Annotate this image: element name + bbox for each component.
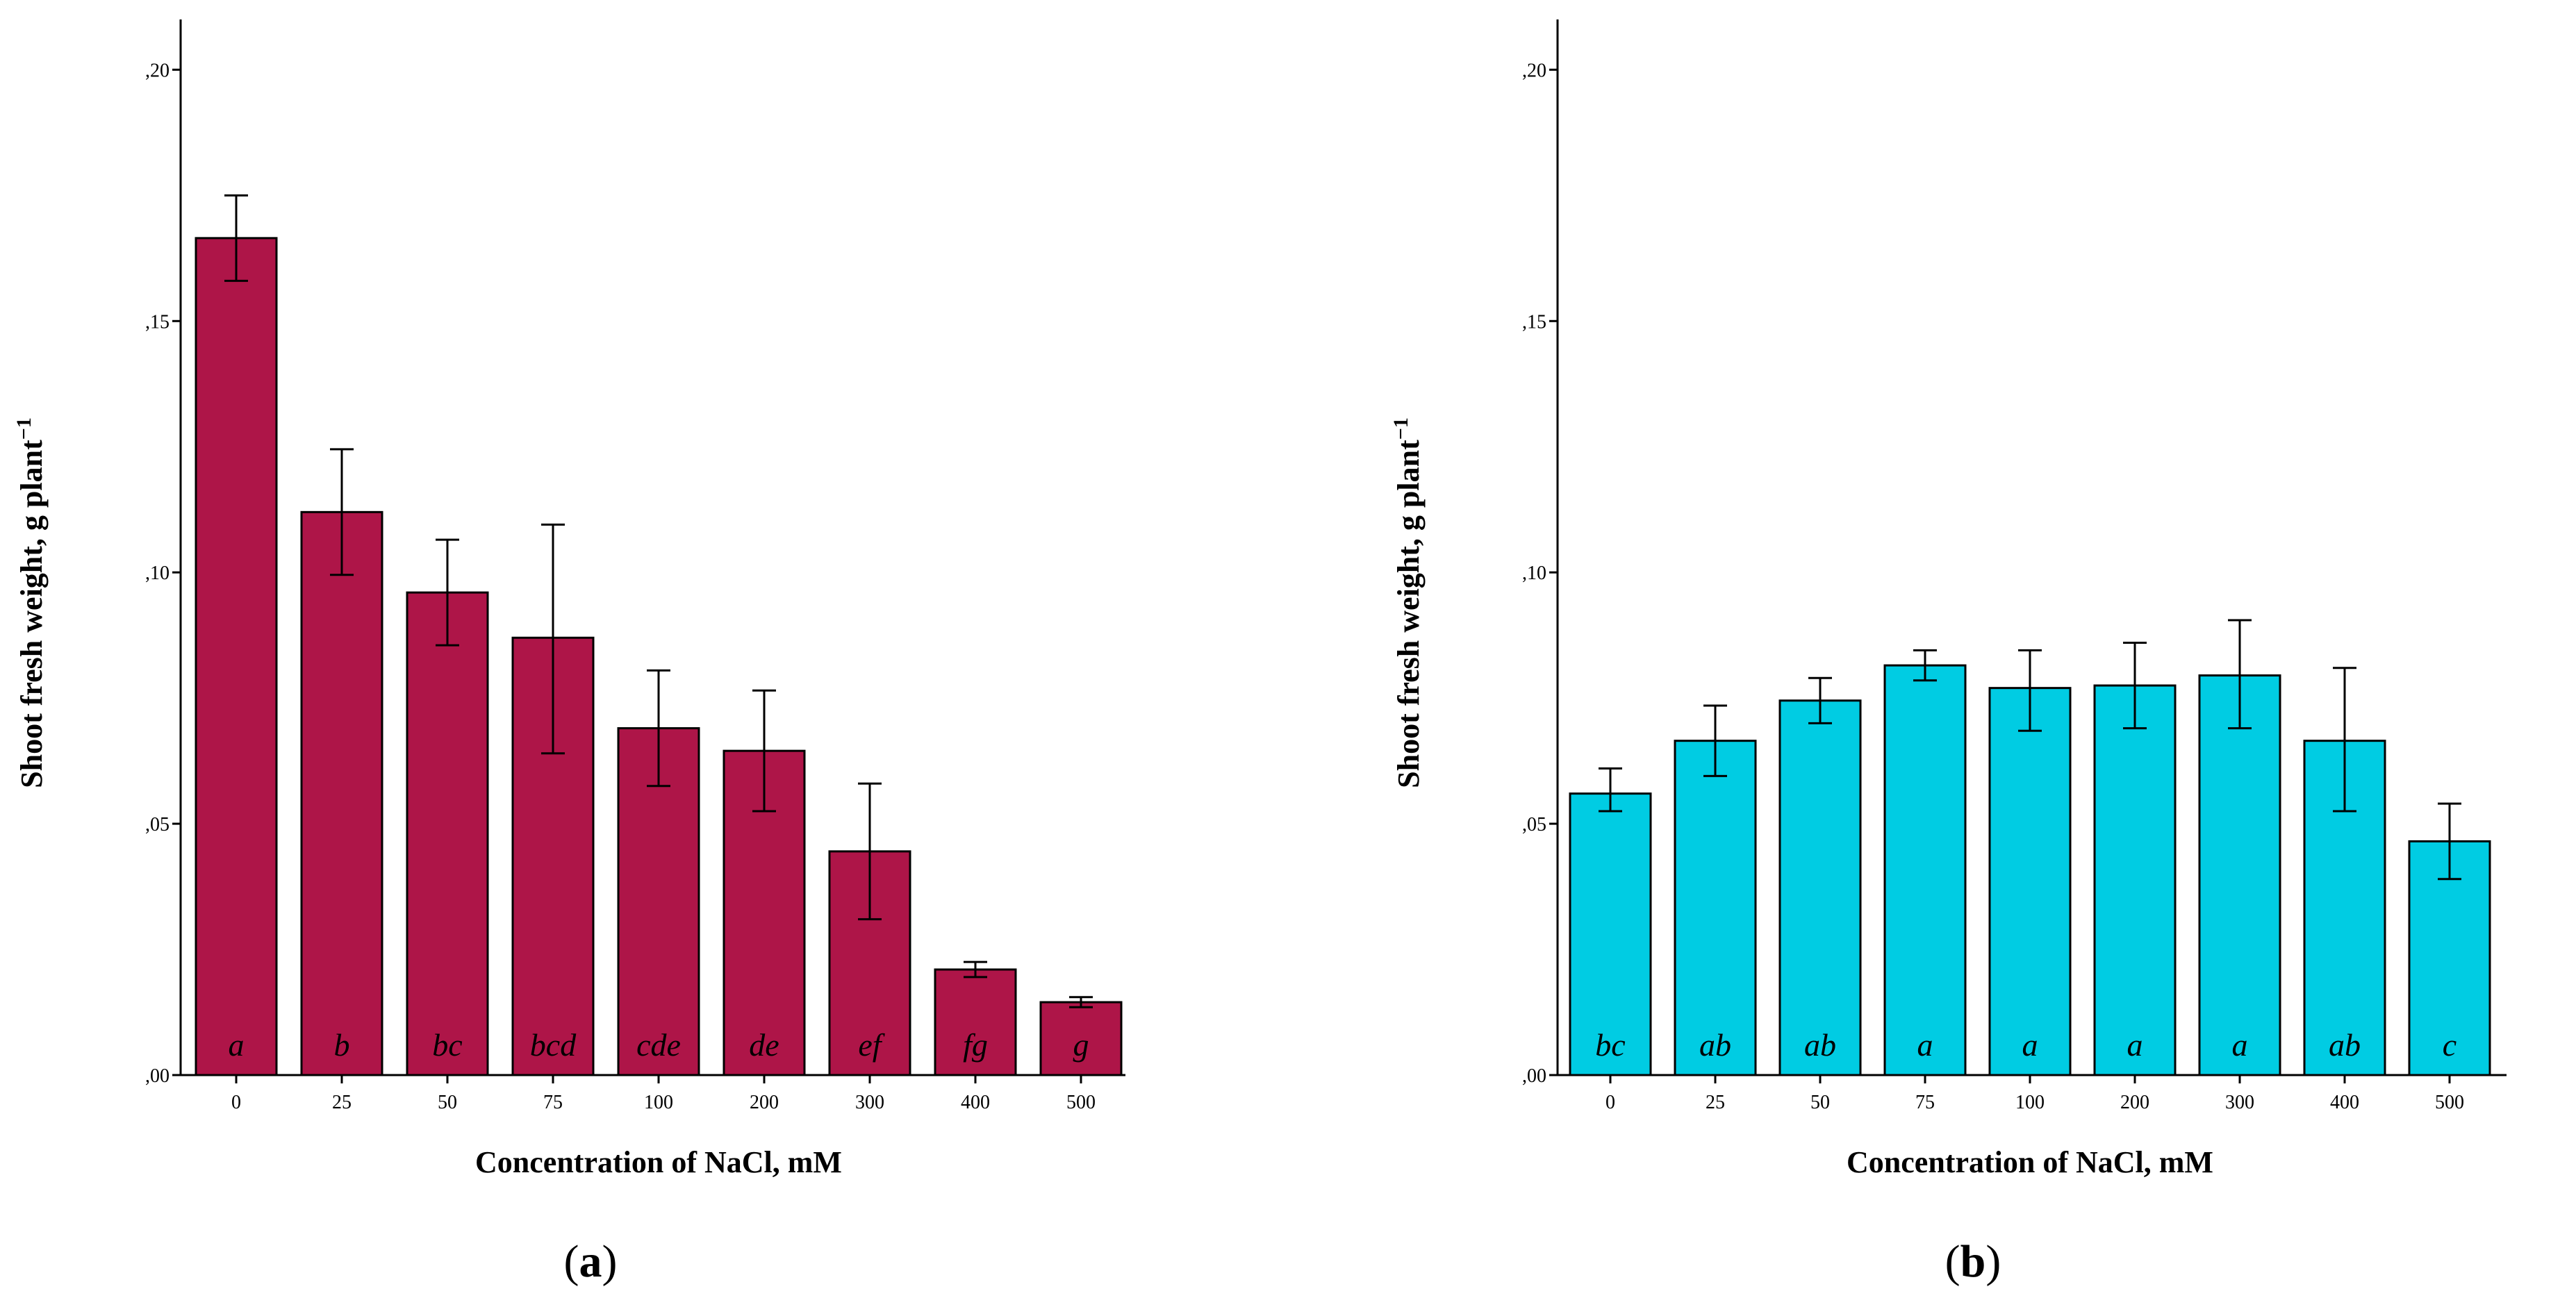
significance-letter: cde	[636, 1027, 681, 1063]
panel-label-letter: b	[1960, 1236, 1986, 1287]
error-bar	[436, 538, 459, 647]
y-axis-title-superscript: −1	[13, 417, 35, 440]
x-tick-label: 300	[855, 1092, 884, 1113]
y-axis-title-superscript: −1	[1389, 417, 1412, 440]
error-bar	[541, 523, 565, 755]
bar	[406, 591, 489, 1076]
error-bar	[964, 960, 987, 979]
x-tick-label: 500	[1066, 1092, 1096, 1113]
bar	[1569, 792, 1652, 1076]
error-bar	[1808, 676, 1832, 724]
error-bar	[1703, 704, 1727, 777]
y-tick-label: ,15	[1522, 311, 1546, 333]
significance-letter: a	[229, 1027, 245, 1063]
panel-label: (b)	[1945, 1236, 2001, 1287]
y-tick-label: ,10	[145, 563, 170, 584]
error-bar	[2333, 667, 2356, 813]
y-tick-label: ,20	[145, 60, 170, 81]
x-tick-label: 25	[1706, 1092, 1725, 1113]
significance-letter: a	[2127, 1027, 2143, 1063]
x-tick-label: 300	[2225, 1092, 2254, 1113]
panel-label-close: )	[1985, 1236, 2001, 1287]
significance-letter: fg	[963, 1027, 988, 1063]
significance-letter: ab	[2329, 1027, 2361, 1063]
significance-letter: bc	[432, 1027, 462, 1063]
bar	[2093, 684, 2177, 1076]
x-axis-title: Concentration of NaCl, mM	[1847, 1145, 2213, 1179]
significance-letter: a	[1917, 1027, 1933, 1063]
x-tick-label: 100	[2015, 1092, 2045, 1113]
bar	[1778, 699, 1862, 1076]
x-tick-label: 200	[2120, 1092, 2149, 1113]
bar	[1674, 740, 1757, 1076]
chart-panel-b: ,00,05,10,15,200bc25ab50ab75a100a200a300…	[1389, 19, 2507, 1287]
x-tick-label: 75	[543, 1092, 563, 1113]
bar	[300, 510, 383, 1076]
y-axis-title-main: Shoot fresh weight, g plant	[1392, 440, 1426, 788]
y-tick-label: ,05	[1522, 814, 1546, 835]
x-tick-label: 50	[1810, 1092, 1830, 1113]
x-tick-label: 500	[2435, 1092, 2464, 1113]
y-tick-label: ,15	[145, 311, 170, 333]
y-axis-title-main: Shoot fresh weight, g plant	[15, 440, 49, 788]
x-tick-label: 25	[332, 1092, 352, 1113]
panel-label-close: )	[602, 1236, 618, 1287]
error-bar	[1069, 996, 1093, 1008]
x-tick-label: 400	[961, 1092, 990, 1113]
y-tick-label: ,10	[1522, 563, 1546, 584]
bar	[1988, 687, 2072, 1076]
error-bar	[224, 194, 248, 282]
error-bar	[2438, 802, 2461, 881]
bar	[2198, 674, 2281, 1076]
significance-letter: a	[2022, 1027, 2038, 1063]
bar	[1039, 1001, 1123, 1076]
y-tick-label: ,05	[145, 814, 170, 835]
error-bar	[2228, 619, 2252, 730]
significance-letter: b	[334, 1027, 350, 1063]
error-bar	[330, 448, 354, 576]
chart-panel-a: ,00 ,05 ,10 ,15 ,20 0 a 25 b 50 bc 75 bcd 100 cde 200 de…	[13, 19, 1125, 1287]
significance-letter: de	[749, 1027, 779, 1063]
bar	[195, 237, 278, 1076]
error-bar	[1913, 649, 1937, 682]
x-tick-label: 50	[438, 1092, 457, 1113]
panel-label: (a)	[564, 1236, 618, 1287]
panel-label-open: (	[564, 1236, 579, 1287]
x-tick-label: 200	[750, 1092, 779, 1113]
significance-letter: ab	[1699, 1027, 1731, 1063]
x-tick-label: 0	[231, 1092, 241, 1113]
panel-label-open: (	[1945, 1236, 1960, 1287]
significance-letter: ef	[858, 1027, 885, 1063]
significance-letter: bc	[1595, 1027, 1625, 1063]
x-tick-label: 0	[1605, 1092, 1615, 1113]
x-tick-label: 400	[2330, 1092, 2359, 1113]
error-bar	[2018, 649, 2042, 732]
x-tick-label: 75	[1915, 1092, 1935, 1113]
significance-letter: c	[2443, 1027, 2457, 1063]
x-tick-label: 100	[644, 1092, 673, 1113]
x-axis-title: Concentration of NaCl, mM	[475, 1145, 842, 1179]
y-axis-title: Shoot fresh weight, g plant−1	[13, 417, 49, 788]
error-bar	[647, 669, 670, 788]
error-bar	[752, 689, 776, 813]
significance-letter: ab	[1804, 1027, 1836, 1063]
error-bar	[858, 782, 882, 921]
y-axis-title: Shoot fresh weight, g plant−1	[1389, 417, 1426, 788]
y-tick-label: ,00	[145, 1065, 170, 1087]
y-tick-label: ,20	[1522, 60, 1546, 81]
bar	[1883, 664, 1967, 1076]
panel-label-letter: a	[579, 1236, 602, 1287]
significance-letter: bcd	[530, 1027, 577, 1063]
bar	[934, 968, 1017, 1076]
error-bar	[1599, 767, 1622, 813]
y-tick-label: ,00	[1522, 1065, 1546, 1087]
significance-letter: g	[1073, 1027, 1089, 1063]
error-bar	[2123, 642, 2147, 730]
significance-letter: a	[2232, 1027, 2248, 1063]
